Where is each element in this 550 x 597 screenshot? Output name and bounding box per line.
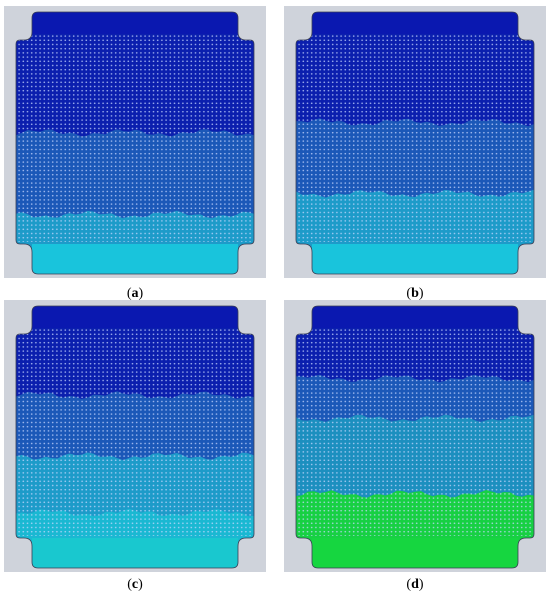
bottom-pool [312,538,518,568]
plate-outline [295,305,535,569]
caption-a: (a) [126,286,144,301]
perforation-grid [17,34,253,242]
top-cap [32,12,238,34]
panel-c-plot [15,305,255,569]
top-cap [312,12,518,34]
bottom-pool [32,244,238,274]
plate-outline [295,11,535,275]
perforation-grid [297,328,533,536]
caption-b-letter: b [411,286,419,301]
panel-d-plot [295,305,535,569]
caption-c: (c) [127,577,143,592]
caption-d: (d) [406,577,424,592]
perforation-grid [17,328,253,536]
top-cap [32,306,238,328]
bottom-pool [32,538,238,568]
caption-b: (b) [406,286,424,301]
plate-a [16,12,254,274]
top-cap [312,306,518,328]
perforation-grid [297,34,533,242]
caption-a-letter: a [131,286,139,301]
panel-b [284,6,546,278]
plate-d [296,306,534,568]
plate-outline [15,305,255,569]
panel-c [4,300,266,572]
panel-a [4,6,266,278]
caption-c-letter: c [131,577,139,592]
panel-b-plot [295,11,535,275]
caption-d-letter: d [411,577,419,592]
plate-outline [15,11,255,275]
plate-c [16,306,254,568]
panel-a-plot [15,11,255,275]
panel-d [284,300,546,572]
plate-b [296,12,534,274]
bottom-pool [312,244,518,274]
